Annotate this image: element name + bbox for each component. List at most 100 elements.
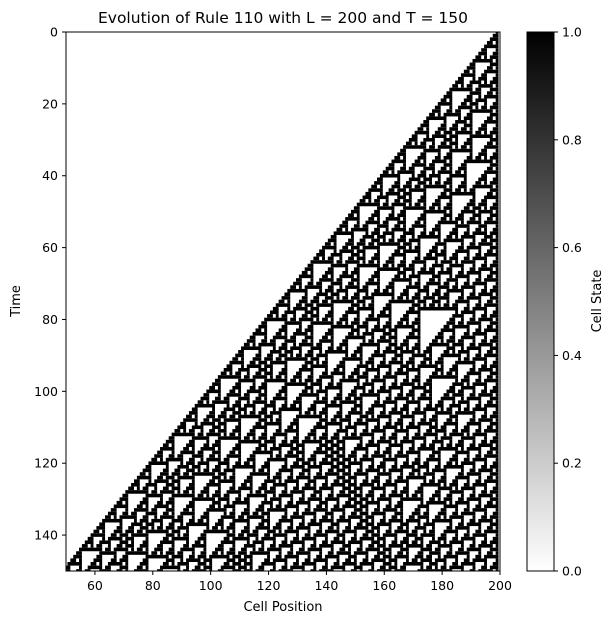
live-cell-run	[356, 249, 366, 253]
live-cell-run	[342, 562, 357, 566]
live-cell-run	[316, 554, 323, 559]
live-cell-run	[429, 267, 435, 271]
live-cell-run	[411, 270, 415, 275]
live-cell-run	[437, 461, 441, 465]
live-cell-run	[188, 554, 195, 559]
live-cell-run	[330, 342, 334, 347]
live-cell-run	[220, 515, 236, 519]
live-cell-run	[206, 389, 221, 394]
live-cell-run	[215, 396, 221, 401]
live-cell-run	[481, 515, 487, 519]
live-cell-run	[377, 364, 392, 368]
live-cell-run	[394, 403, 398, 408]
live-cell-run	[316, 360, 320, 365]
live-cell-run	[191, 551, 195, 555]
live-cell-run	[255, 569, 265, 571]
live-cell-run	[429, 393, 432, 397]
live-cell-run	[339, 425, 343, 430]
live-cell-run	[353, 385, 366, 390]
live-cell-run	[296, 396, 302, 401]
live-cell-run	[116, 569, 123, 571]
live-cell-run	[336, 260, 343, 264]
live-cell-run	[432, 263, 444, 268]
live-cell-run	[469, 367, 476, 372]
live-cell-run	[304, 436, 311, 440]
live-cell-run	[336, 468, 346, 473]
live-cell-run	[368, 242, 375, 246]
live-cell-run	[93, 558, 103, 563]
live-cell-run	[177, 454, 184, 458]
live-cell-run	[284, 339, 297, 343]
live-cell-run	[417, 306, 459, 311]
live-cell-run	[495, 493, 499, 498]
live-cell-run	[469, 242, 476, 246]
live-cell-run	[472, 515, 476, 519]
live-cell-run	[429, 540, 441, 545]
live-cell-run	[183, 508, 189, 512]
live-cell-run	[478, 242, 493, 246]
live-cell-run	[466, 321, 482, 325]
live-cell-run	[489, 288, 499, 293]
live-cell-run	[426, 346, 433, 351]
live-cell-run	[275, 375, 282, 379]
live-cell-run	[458, 357, 461, 361]
live-cell-run	[365, 450, 369, 455]
live-cell-run	[484, 378, 499, 383]
live-cell-run	[484, 486, 487, 491]
live-cell-run	[333, 562, 340, 566]
live-cell-run	[417, 396, 433, 401]
live-cell-run	[469, 342, 476, 347]
live-cell-run	[417, 127, 424, 131]
live-cell-run	[313, 490, 323, 494]
live-cell-run	[243, 526, 250, 530]
live-cell-run	[324, 357, 328, 361]
live-cell-run	[284, 436, 288, 440]
live-cell-run	[142, 558, 149, 563]
live-cell-run	[261, 382, 268, 386]
live-cell-run	[423, 529, 427, 534]
live-cell-run	[492, 127, 499, 131]
live-cell-run	[339, 547, 346, 552]
live-cell-run	[452, 350, 456, 354]
live-cell-run	[191, 472, 216, 476]
live-cell-run	[495, 281, 499, 286]
live-cell-run	[391, 296, 395, 300]
live-cell-run	[377, 497, 392, 501]
live-cell-run	[316, 252, 325, 257]
live-cell-run	[304, 335, 314, 340]
live-cell-run	[466, 554, 470, 559]
live-cell-run	[394, 371, 409, 376]
live-cell-run	[463, 98, 473, 103]
live-cell-run	[458, 76, 464, 81]
live-cell-run	[365, 522, 375, 527]
live-cell-run	[307, 263, 314, 268]
live-cell-run	[275, 554, 282, 559]
live-cell-run	[391, 432, 398, 437]
live-cell-run	[423, 120, 430, 124]
live-cell-run	[301, 518, 305, 523]
live-cell-run	[217, 461, 230, 465]
live-cell-run	[382, 202, 389, 207]
live-cell-run	[322, 274, 328, 279]
live-cell-run	[223, 367, 233, 372]
live-cell-run	[374, 554, 380, 559]
live-cell-run	[489, 87, 499, 92]
live-cell-run	[495, 393, 499, 397]
live-cell-run	[249, 411, 256, 415]
live-cell-run	[76, 551, 82, 555]
live-cell-run	[458, 547, 464, 552]
live-cell-run	[232, 554, 242, 559]
live-cell-run	[258, 547, 265, 552]
live-cell-run	[455, 500, 470, 505]
live-cell-run	[382, 231, 395, 236]
live-cell-run	[469, 127, 473, 131]
live-cell-run	[151, 526, 155, 530]
live-cell-run	[374, 181, 383, 185]
live-cell-run	[235, 353, 244, 358]
live-cell-run	[489, 414, 499, 419]
live-cell-run	[452, 393, 464, 397]
live-cell-run	[232, 544, 236, 548]
live-cell-run	[403, 191, 412, 196]
live-cell-run	[400, 508, 404, 512]
live-cell-run	[301, 569, 305, 571]
